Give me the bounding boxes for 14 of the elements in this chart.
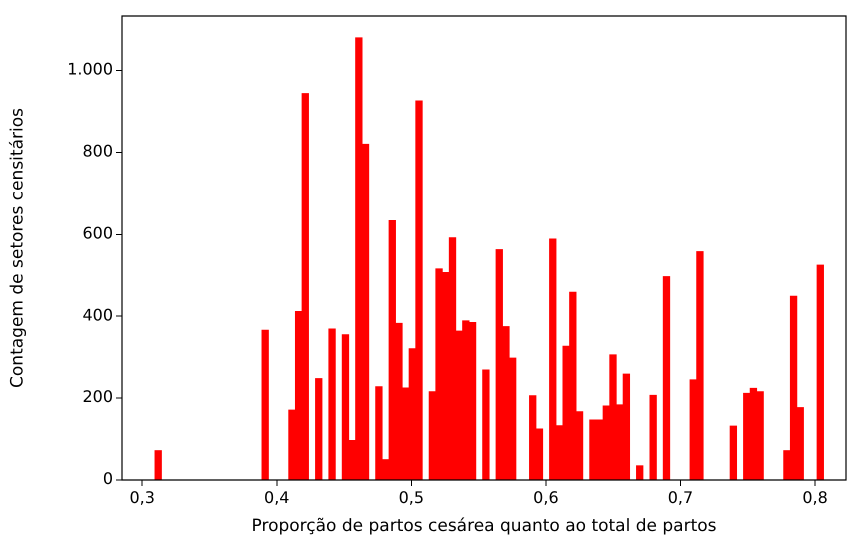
x-tick-label: 0,4 [264, 488, 290, 507]
y-tick-label: 600 [82, 223, 113, 242]
y-tick-label: 0 [102, 469, 113, 488]
x-axis-title: Proporção de partos cesárea quanto ao total de partos [251, 516, 717, 536]
x-tick-label: 0,8 [802, 488, 828, 507]
x-tick-label: 0,6 [533, 488, 559, 507]
y-tick-label: 400 [82, 305, 113, 324]
y-tick-label: 1.000 [67, 60, 113, 79]
y-tick-label: 800 [82, 142, 113, 161]
x-tick-label: 0,5 [398, 488, 424, 507]
x-tick-label: 0,3 [129, 488, 155, 507]
y-axis-title: Contagem de setores censitários [8, 108, 28, 388]
x-tick-label: 0,7 [668, 488, 694, 507]
y-tick-label: 200 [82, 387, 113, 406]
